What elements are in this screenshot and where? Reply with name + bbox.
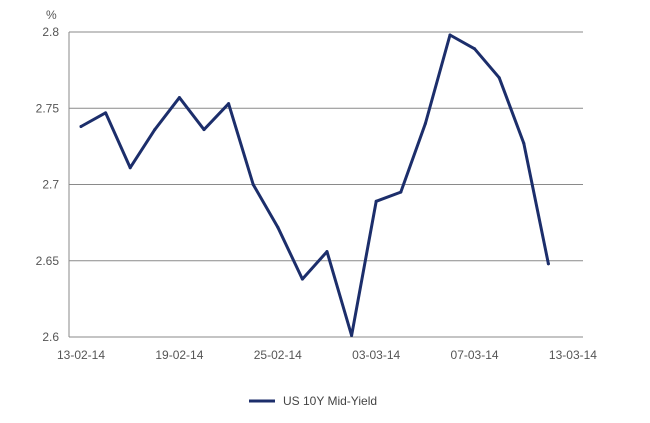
- data-point: [546, 262, 550, 266]
- data-point: [423, 122, 427, 125]
- data-point: [276, 225, 280, 229]
- series-layer: [79, 33, 550, 337]
- y-tick-label: 2.75: [36, 101, 60, 115]
- data-point: [325, 250, 329, 254]
- data-point: [300, 277, 304, 281]
- data-point: [497, 76, 501, 80]
- data-point: [202, 128, 206, 132]
- data-point: [473, 47, 477, 51]
- y-tick-label: 2.7: [42, 178, 59, 192]
- series-line-us-10y-mid-yield: [79, 33, 550, 337]
- grid-lines: [69, 31, 583, 338]
- x-tick-label: 25-02-14: [254, 348, 302, 362]
- legend: US 10Y Mid-Yield: [249, 394, 377, 408]
- x-tick-label: 19-02-14: [155, 348, 203, 362]
- data-point: [153, 128, 157, 132]
- data-point: [177, 96, 181, 100]
- y-axis-unit-label: %: [46, 8, 57, 22]
- legend-label: US 10Y Mid-Yield: [283, 394, 377, 408]
- data-point: [448, 33, 452, 37]
- y-tick-label: 2.6: [42, 330, 59, 344]
- data-point: [227, 102, 231, 106]
- y-tick-label: 2.8: [42, 25, 59, 39]
- x-tick-label: 03-03-14: [352, 348, 400, 362]
- x-tick-labels: 13-02-14 19-02-14 25-02-14 03-03-14 07-03-14…: [57, 348, 597, 362]
- data-point: [350, 333, 354, 337]
- data-point: [128, 166, 132, 170]
- x-tick-label: 13-02-14: [57, 348, 105, 362]
- data-point: [399, 190, 403, 194]
- data-point: [374, 199, 378, 203]
- y-tick-labels: 2.6 2.65 2.7 2.75 2.8: [36, 25, 60, 344]
- x-tick-label: 07-03-14: [451, 348, 499, 362]
- data-point: [104, 111, 108, 115]
- y-tick-label: 2.65: [36, 254, 60, 268]
- data-point: [522, 141, 526, 145]
- x-tick-label: 13-03-14: [549, 348, 597, 362]
- data-point: [251, 183, 255, 186]
- data-point: [79, 125, 83, 129]
